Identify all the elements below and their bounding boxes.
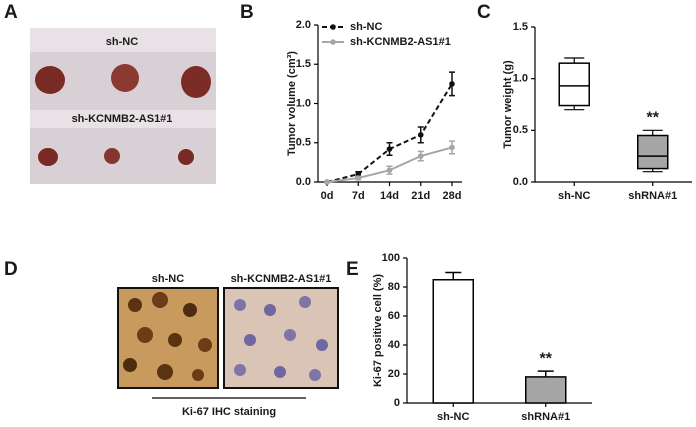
panel-label: C <box>477 2 491 23</box>
point <box>386 146 393 152</box>
y-axis-label: Ki-67 positive cell (%) <box>372 274 384 387</box>
bar <box>432 279 474 404</box>
y-tick-label: 80 <box>388 281 400 293</box>
error-bar <box>537 370 554 377</box>
point <box>417 132 424 138</box>
box <box>637 134 669 170</box>
x-tick-label: sh-NC <box>437 411 469 423</box>
legend-marker <box>330 24 336 30</box>
caption: Ki-67 IHC staining <box>182 406 276 418</box>
ihc-images <box>117 287 339 399</box>
y-tick-label: 0.5 <box>296 137 311 149</box>
x-tick-label: 7d <box>352 190 365 202</box>
y-tick-label: 40 <box>388 339 400 351</box>
y-tick-label: 0.0 <box>513 176 528 188</box>
point <box>417 153 424 159</box>
y-tick-label: 0 <box>394 397 400 409</box>
y-tick-label: 0.0 <box>296 176 311 188</box>
bar <box>525 376 567 404</box>
y-tick-label: 100 <box>382 252 400 264</box>
panel-label: E <box>346 259 359 280</box>
panel-label: D <box>4 259 18 280</box>
error-bar <box>445 271 462 280</box>
x-tick-label: 28d <box>443 190 462 202</box>
point <box>449 81 455 87</box>
point <box>386 167 393 174</box>
legend-marker <box>330 39 336 45</box>
group-label: sh-KCNMB2-AS1#1 <box>231 273 332 285</box>
legend-label: sh-KCNMB2-AS1#1 <box>350 36 451 48</box>
box <box>558 62 590 107</box>
tumor-photo <box>30 28 216 184</box>
y-tick-label: 20 <box>388 368 400 380</box>
point <box>324 179 330 185</box>
point <box>449 144 455 151</box>
y-tick-label: 1.0 <box>513 73 528 85</box>
legend-label: sh-NC <box>350 21 382 33</box>
significance: ** <box>540 350 553 367</box>
x-tick-label: 0d <box>321 190 334 202</box>
x-tick-label: 21d <box>411 190 430 202</box>
significance: ** <box>647 110 660 127</box>
y-tick-label: 2.0 <box>296 19 311 31</box>
panel-label: B <box>240 2 254 23</box>
x-tick-label: 14d <box>380 190 399 202</box>
x-tick-label: shRNA#1 <box>628 190 677 202</box>
point <box>355 171 362 177</box>
group-label: sh-NC <box>152 273 184 285</box>
y-tick-label: 1.5 <box>513 21 528 33</box>
y-axis-label: Tumor weight (g) <box>502 60 514 149</box>
panel-label: A <box>4 2 18 23</box>
x-tick-label: sh-NC <box>558 190 590 202</box>
y-tick-label: 60 <box>388 310 400 322</box>
group-label: sh-KCNMB2-AS1#1 <box>72 113 173 125</box>
y-tick-label: 1.5 <box>296 58 311 70</box>
y-tick-label: 1.0 <box>296 97 311 109</box>
y-axis-label: Tumor volume (cm³) <box>286 51 298 156</box>
y-tick-label: 0.5 <box>513 124 528 136</box>
group-label: sh-NC <box>106 36 138 48</box>
point <box>355 175 362 181</box>
x-tick-label: shRNA#1 <box>521 411 570 423</box>
